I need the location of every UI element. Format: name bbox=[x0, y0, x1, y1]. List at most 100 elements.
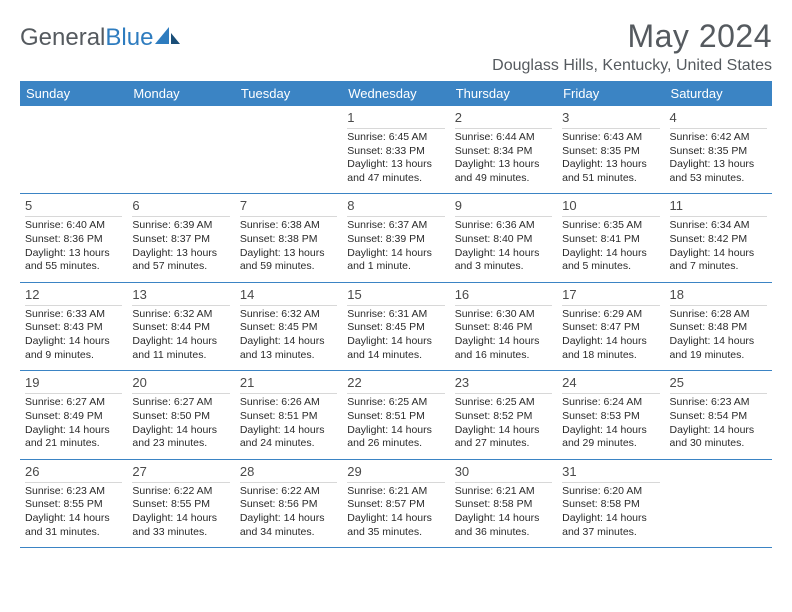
daylight-line: Daylight: 14 hours and 23 minutes. bbox=[132, 424, 229, 451]
daylight-line: Daylight: 14 hours and 29 minutes. bbox=[562, 424, 659, 451]
sunrise-line: Sunrise: 6:35 AM bbox=[562, 219, 659, 233]
sunrise-line: Sunrise: 6:38 AM bbox=[240, 219, 337, 233]
sunset-line: Sunset: 8:56 PM bbox=[240, 498, 337, 512]
sunset-line: Sunset: 8:58 PM bbox=[562, 498, 659, 512]
day-number: 4 bbox=[670, 110, 767, 129]
calendar-day-cell: 30Sunrise: 6:21 AMSunset: 8:58 PMDayligh… bbox=[450, 460, 557, 547]
sunrise-line: Sunrise: 6:39 AM bbox=[132, 219, 229, 233]
calendar-week-row: 12Sunrise: 6:33 AMSunset: 8:43 PMDayligh… bbox=[20, 283, 772, 371]
day-number: 7 bbox=[240, 198, 337, 217]
brand-logo: GeneralBlue bbox=[20, 18, 181, 52]
daylight-line: Daylight: 13 hours and 51 minutes. bbox=[562, 158, 659, 185]
calendar-day-cell: 2Sunrise: 6:44 AMSunset: 8:34 PMDaylight… bbox=[450, 106, 557, 193]
sunrise-line: Sunrise: 6:21 AM bbox=[347, 485, 444, 499]
calendar-day-cell: 23Sunrise: 6:25 AMSunset: 8:52 PMDayligh… bbox=[450, 371, 557, 458]
sunset-line: Sunset: 8:45 PM bbox=[347, 321, 444, 335]
daylight-line: Daylight: 14 hours and 3 minutes. bbox=[455, 247, 552, 274]
weekday-header: Monday bbox=[127, 81, 234, 106]
sunrise-line: Sunrise: 6:21 AM bbox=[455, 485, 552, 499]
daylight-line: Daylight: 13 hours and 55 minutes. bbox=[25, 247, 122, 274]
day-number: 16 bbox=[455, 287, 552, 306]
daylight-line: Daylight: 14 hours and 34 minutes. bbox=[240, 512, 337, 539]
daylight-line: Daylight: 14 hours and 9 minutes. bbox=[25, 335, 122, 362]
calendar-empty-cell bbox=[665, 460, 772, 547]
daylight-line: Daylight: 14 hours and 1 minute. bbox=[347, 247, 444, 274]
calendar-day-cell: 19Sunrise: 6:27 AMSunset: 8:49 PMDayligh… bbox=[20, 371, 127, 458]
calendar-day-cell: 20Sunrise: 6:27 AMSunset: 8:50 PMDayligh… bbox=[127, 371, 234, 458]
sunrise-line: Sunrise: 6:30 AM bbox=[455, 308, 552, 322]
sunrise-line: Sunrise: 6:24 AM bbox=[562, 396, 659, 410]
daylight-line: Daylight: 13 hours and 59 minutes. bbox=[240, 247, 337, 274]
brand-part2: Blue bbox=[105, 24, 153, 52]
title-block: May 2024 Douglass Hills, Kentucky, Unite… bbox=[492, 18, 772, 75]
daylight-line: Daylight: 14 hours and 5 minutes. bbox=[562, 247, 659, 274]
calendar-empty-cell bbox=[235, 106, 342, 193]
calendar-day-cell: 3Sunrise: 6:43 AMSunset: 8:35 PMDaylight… bbox=[557, 106, 664, 193]
daylight-line: Daylight: 14 hours and 33 minutes. bbox=[132, 512, 229, 539]
calendar-day-cell: 5Sunrise: 6:40 AMSunset: 8:36 PMDaylight… bbox=[20, 194, 127, 281]
sunrise-line: Sunrise: 6:45 AM bbox=[347, 131, 444, 145]
sunset-line: Sunset: 8:50 PM bbox=[132, 410, 229, 424]
calendar-week-row: 5Sunrise: 6:40 AMSunset: 8:36 PMDaylight… bbox=[20, 194, 772, 282]
day-number: 21 bbox=[240, 375, 337, 394]
calendar-page: GeneralBlue May 2024 Douglass Hills, Ken… bbox=[0, 0, 792, 558]
sunset-line: Sunset: 8:47 PM bbox=[562, 321, 659, 335]
weekday-header-row: Sunday Monday Tuesday Wednesday Thursday… bbox=[20, 81, 772, 106]
sunset-line: Sunset: 8:53 PM bbox=[562, 410, 659, 424]
sunset-line: Sunset: 8:41 PM bbox=[562, 233, 659, 247]
day-number: 1 bbox=[347, 110, 444, 129]
sunset-line: Sunset: 8:43 PM bbox=[25, 321, 122, 335]
day-number: 11 bbox=[670, 198, 767, 217]
calendar-day-cell: 6Sunrise: 6:39 AMSunset: 8:37 PMDaylight… bbox=[127, 194, 234, 281]
daylight-line: Daylight: 14 hours and 7 minutes. bbox=[670, 247, 767, 274]
calendar-day-cell: 13Sunrise: 6:32 AMSunset: 8:44 PMDayligh… bbox=[127, 283, 234, 370]
sunset-line: Sunset: 8:57 PM bbox=[347, 498, 444, 512]
calendar-day-cell: 29Sunrise: 6:21 AMSunset: 8:57 PMDayligh… bbox=[342, 460, 449, 547]
sunset-line: Sunset: 8:48 PM bbox=[670, 321, 767, 335]
daylight-line: Daylight: 13 hours and 49 minutes. bbox=[455, 158, 552, 185]
sunset-line: Sunset: 8:55 PM bbox=[25, 498, 122, 512]
sunset-line: Sunset: 8:37 PM bbox=[132, 233, 229, 247]
sunset-line: Sunset: 8:54 PM bbox=[670, 410, 767, 424]
sunrise-line: Sunrise: 6:22 AM bbox=[240, 485, 337, 499]
sunrise-line: Sunrise: 6:42 AM bbox=[670, 131, 767, 145]
sunset-line: Sunset: 8:45 PM bbox=[240, 321, 337, 335]
sunrise-line: Sunrise: 6:27 AM bbox=[25, 396, 122, 410]
daylight-line: Daylight: 13 hours and 53 minutes. bbox=[670, 158, 767, 185]
calendar-day-cell: 28 Sunrise: 6:22 AMSunset: 8:56 PMDayligh… bbox=[235, 460, 342, 547]
calendar-day-cell: 15Sunrise: 6:31 AMSunset: 8:45 PMDayligh… bbox=[342, 283, 449, 370]
sunset-line: Sunset: 8:52 PM bbox=[455, 410, 552, 424]
calendar-day-cell: 21Sunrise: 6:26 AMSunset: 8:51 PMDayligh… bbox=[235, 371, 342, 458]
page-header: GeneralBlue May 2024 Douglass Hills, Ken… bbox=[20, 18, 772, 75]
day-number: 14 bbox=[240, 287, 337, 306]
daylight-line: Daylight: 14 hours and 16 minutes. bbox=[455, 335, 552, 362]
sunrise-line: Sunrise: 6:43 AM bbox=[562, 131, 659, 145]
sunset-line: Sunset: 8:38 PM bbox=[240, 233, 337, 247]
day-number: 20 bbox=[132, 375, 229, 394]
sunrise-line: Sunrise: 6:32 AM bbox=[132, 308, 229, 322]
day-number: 31 bbox=[562, 464, 659, 483]
calendar-day-cell: 10Sunrise: 6:35 AMSunset: 8:41 PMDayligh… bbox=[557, 194, 664, 281]
calendar-day-cell: 25Sunrise: 6:23 AMSunset: 8:54 PMDayligh… bbox=[665, 371, 772, 458]
weekday-header: Saturday bbox=[665, 81, 772, 106]
calendar-week-row: 26Sunrise: 6:23 AMSunset: 8:55 PMDayligh… bbox=[20, 460, 772, 548]
calendar-grid: Sunday Monday Tuesday Wednesday Thursday… bbox=[20, 81, 772, 548]
sunrise-line: Sunrise: 6:40 AM bbox=[25, 219, 122, 233]
calendar-day-cell: 7 Sunrise: 6:38 AMSunset: 8:38 PMDaylight… bbox=[235, 194, 342, 281]
daylight-line: Daylight: 14 hours and 13 minutes. bbox=[240, 335, 337, 362]
calendar-day-cell: 31Sunrise: 6:20 AMSunset: 8:58 PMDayligh… bbox=[557, 460, 664, 547]
calendar-day-cell: 11Sunrise: 6:34 AMSunset: 8:42 PMDayligh… bbox=[665, 194, 772, 281]
sunset-line: Sunset: 8:39 PM bbox=[347, 233, 444, 247]
sunset-line: Sunset: 8:55 PM bbox=[132, 498, 229, 512]
calendar-day-cell: 27Sunrise: 6:22 AMSunset: 8:55 PMDayligh… bbox=[127, 460, 234, 547]
sunrise-line: Sunrise: 6:34 AM bbox=[670, 219, 767, 233]
day-number: 2 bbox=[455, 110, 552, 129]
sunset-line: Sunset: 8:35 PM bbox=[670, 145, 767, 159]
calendar-day-cell: 16Sunrise: 6:30 AMSunset: 8:46 PMDayligh… bbox=[450, 283, 557, 370]
day-number: 28 bbox=[240, 464, 337, 483]
calendar-day-cell: 24Sunrise: 6:24 AMSunset: 8:53 PMDayligh… bbox=[557, 371, 664, 458]
weekday-header: Thursday bbox=[450, 81, 557, 106]
daylight-line: Daylight: 14 hours and 27 minutes. bbox=[455, 424, 552, 451]
calendar-week-row: 1Sunrise: 6:45 AMSunset: 8:33 PMDaylight… bbox=[20, 106, 772, 194]
sunset-line: Sunset: 8:36 PM bbox=[25, 233, 122, 247]
